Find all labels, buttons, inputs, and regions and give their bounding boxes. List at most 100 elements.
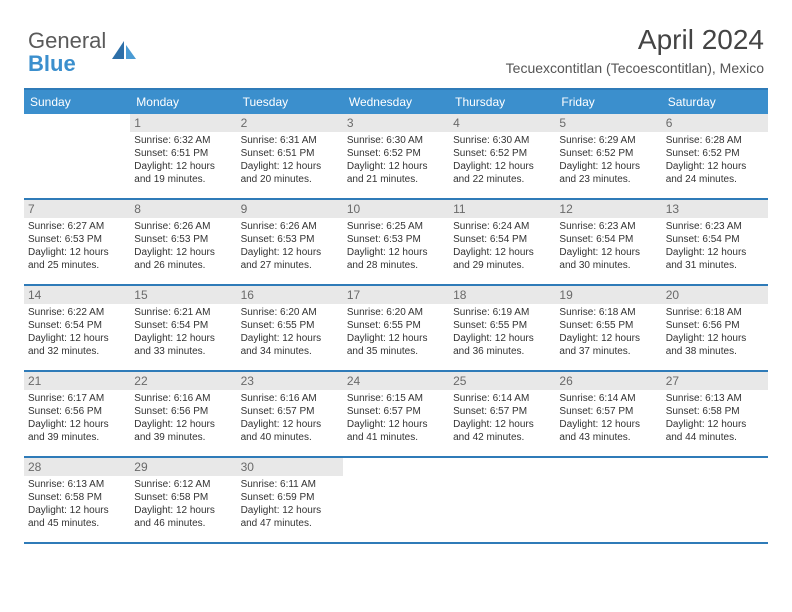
sun-info: Sunrise: 6:30 AMSunset: 6:52 PMDaylight:… xyxy=(453,134,551,186)
day-header-row: SundayMondayTuesdayWednesdayThursdayFrid… xyxy=(24,90,768,114)
day-cell: 26 Sunrise: 6:14 AMSunset: 6:57 PMDayligh… xyxy=(555,372,661,456)
sun-info: Sunrise: 6:15 AMSunset: 6:57 PMDaylight:… xyxy=(347,392,445,444)
sun-info: Sunrise: 6:26 AMSunset: 6:53 PMDaylight:… xyxy=(134,220,232,272)
day-cell: . xyxy=(555,458,661,542)
day-cell: . xyxy=(343,458,449,542)
day-number: 7 xyxy=(24,200,130,218)
day-number: 11 xyxy=(449,200,555,218)
day-cell: 9 Sunrise: 6:26 AMSunset: 6:53 PMDaylight… xyxy=(237,200,343,284)
day-cell: 7 Sunrise: 6:27 AMSunset: 6:53 PMDaylight… xyxy=(24,200,130,284)
day-cell: 19 Sunrise: 6:18 AMSunset: 6:55 PMDayligh… xyxy=(555,286,661,370)
sun-info: Sunrise: 6:23 AMSunset: 6:54 PMDaylight:… xyxy=(666,220,764,272)
day-cell: 30 Sunrise: 6:11 AMSunset: 6:59 PMDayligh… xyxy=(237,458,343,542)
week-row: .1 Sunrise: 6:32 AMSunset: 6:51 PMDayligh… xyxy=(24,114,768,200)
day-number: 22 xyxy=(130,372,236,390)
sun-info: Sunrise: 6:20 AMSunset: 6:55 PMDaylight:… xyxy=(347,306,445,358)
day-number: 3 xyxy=(343,114,449,132)
day-number: 10 xyxy=(343,200,449,218)
sun-info: Sunrise: 6:14 AMSunset: 6:57 PMDaylight:… xyxy=(453,392,551,444)
day-header: Friday xyxy=(555,90,661,114)
calendar-grid: SundayMondayTuesdayWednesdayThursdayFrid… xyxy=(24,88,768,544)
sun-info: Sunrise: 6:16 AMSunset: 6:56 PMDaylight:… xyxy=(134,392,232,444)
day-number: 14 xyxy=(24,286,130,304)
day-cell: . xyxy=(662,458,768,542)
sun-info: Sunrise: 6:11 AMSunset: 6:59 PMDaylight:… xyxy=(241,478,339,530)
sun-info: Sunrise: 6:26 AMSunset: 6:53 PMDaylight:… xyxy=(241,220,339,272)
day-cell: 20Sunrise: 6:18 AMSunset: 6:56 PMDayligh… xyxy=(662,286,768,370)
day-cell: 2 Sunrise: 6:31 AMSunset: 6:51 PMDaylight… xyxy=(237,114,343,198)
sun-info: Sunrise: 6:17 AMSunset: 6:56 PMDaylight:… xyxy=(28,392,126,444)
day-cell: 24Sunrise: 6:15 AMSunset: 6:57 PMDayligh… xyxy=(343,372,449,456)
day-number: 1 xyxy=(130,114,236,132)
sun-info: Sunrise: 6:31 AMSunset: 6:51 PMDaylight:… xyxy=(241,134,339,186)
day-number: 9 xyxy=(237,200,343,218)
day-cell: 17 Sunrise: 6:20 AMSunset: 6:55 PMDayligh… xyxy=(343,286,449,370)
day-header: Saturday xyxy=(662,90,768,114)
day-number: 17 xyxy=(343,286,449,304)
day-cell: 6Sunrise: 6:28 AMSunset: 6:52 PMDaylight… xyxy=(662,114,768,198)
day-number: 13 xyxy=(662,200,768,218)
day-number: 2 xyxy=(237,114,343,132)
weeks-container: .1Sunrise: 6:32 AMSunset: 6:51 PMDayligh… xyxy=(24,114,768,544)
day-cell: 13 Sunrise: 6:23 AMSunset: 6:54 PMDayligh… xyxy=(662,200,768,284)
day-cell: 3 Sunrise: 6:30 AMSunset: 6:52 PMDaylight… xyxy=(343,114,449,198)
sun-info: Sunrise: 6:21 AMSunset: 6:54 PMDaylight:… xyxy=(134,306,232,358)
day-header: Monday xyxy=(130,90,236,114)
day-cell: 22 Sunrise: 6:16 AMSunset: 6:56 PMDayligh… xyxy=(130,372,236,456)
sun-info: Sunrise: 6:14 AMSunset: 6:57 PMDaylight:… xyxy=(559,392,657,444)
day-cell: 27 Sunrise: 6:13 AMSunset: 6:58 PMDayligh… xyxy=(662,372,768,456)
day-cell: 21Sunrise: 6:17 AMSunset: 6:56 PMDayligh… xyxy=(24,372,130,456)
logo-text-general: General xyxy=(28,28,106,53)
sun-info: Sunrise: 6:19 AMSunset: 6:55 PMDaylight:… xyxy=(453,306,551,358)
day-cell: 25 Sunrise: 6:14 AMSunset: 6:57 PMDayligh… xyxy=(449,372,555,456)
day-cell: . xyxy=(24,114,130,198)
day-number: 16 xyxy=(237,286,343,304)
day-number: 26 xyxy=(555,372,661,390)
sun-info: Sunrise: 6:25 AMSunset: 6:53 PMDaylight:… xyxy=(347,220,445,272)
month-title: April 2024 xyxy=(506,24,764,56)
day-cell: . xyxy=(449,458,555,542)
day-number: 27 xyxy=(662,372,768,390)
day-number: 5 xyxy=(555,114,661,132)
sun-info: Sunrise: 6:20 AMSunset: 6:55 PMDaylight:… xyxy=(241,306,339,358)
page-header: General Blue April 2024 Tecuexcontitlan … xyxy=(0,0,792,82)
day-header: Tuesday xyxy=(237,90,343,114)
logo: General Blue xyxy=(28,30,140,76)
sun-info: Sunrise: 6:18 AMSunset: 6:55 PMDaylight:… xyxy=(559,306,657,358)
sun-info: Sunrise: 6:32 AMSunset: 6:51 PMDaylight:… xyxy=(134,134,232,186)
day-number: 20 xyxy=(662,286,768,304)
sun-info: Sunrise: 6:27 AMSunset: 6:53 PMDaylight:… xyxy=(28,220,126,272)
day-cell: 12 Sunrise: 6:23 AMSunset: 6:54 PMDayligh… xyxy=(555,200,661,284)
sun-info: Sunrise: 6:16 AMSunset: 6:57 PMDaylight:… xyxy=(241,392,339,444)
sun-info: Sunrise: 6:23 AMSunset: 6:54 PMDaylight:… xyxy=(559,220,657,272)
sun-info: Sunrise: 6:30 AMSunset: 6:52 PMDaylight:… xyxy=(347,134,445,186)
day-cell: 23 Sunrise: 6:16 AMSunset: 6:57 PMDayligh… xyxy=(237,372,343,456)
day-number: 28 xyxy=(24,458,130,476)
sun-info: Sunrise: 6:13 AMSunset: 6:58 PMDaylight:… xyxy=(666,392,764,444)
sun-info: Sunrise: 6:22 AMSunset: 6:54 PMDaylight:… xyxy=(28,306,126,358)
day-number: 23 xyxy=(237,372,343,390)
sun-info: Sunrise: 6:24 AMSunset: 6:54 PMDaylight:… xyxy=(453,220,551,272)
week-row: 28Sunrise: 6:13 AMSunset: 6:58 PMDayligh… xyxy=(24,458,768,544)
day-cell: 18 Sunrise: 6:19 AMSunset: 6:55 PMDayligh… xyxy=(449,286,555,370)
day-cell: 4Sunrise: 6:30 AMSunset: 6:52 PMDaylight… xyxy=(449,114,555,198)
day-number: 12 xyxy=(555,200,661,218)
day-cell: 28Sunrise: 6:13 AMSunset: 6:58 PMDayligh… xyxy=(24,458,130,542)
week-row: 21Sunrise: 6:17 AMSunset: 6:56 PMDayligh… xyxy=(24,372,768,458)
week-row: 7 Sunrise: 6:27 AMSunset: 6:53 PMDaylight… xyxy=(24,200,768,286)
day-cell: 10 Sunrise: 6:25 AMSunset: 6:53 PMDayligh… xyxy=(343,200,449,284)
day-number: 30 xyxy=(237,458,343,476)
day-number: 19 xyxy=(555,286,661,304)
day-number: 18 xyxy=(449,286,555,304)
logo-text-blue: Blue xyxy=(28,51,76,76)
day-cell: 8Sunrise: 6:26 AMSunset: 6:53 PMDaylight… xyxy=(130,200,236,284)
day-cell: 1 Sunrise: 6:32 AMSunset: 6:51 PMDaylight… xyxy=(130,114,236,198)
day-number: 25 xyxy=(449,372,555,390)
location-subtitle: Tecuexcontitlan (Tecoescontitlan), Mexic… xyxy=(506,60,764,76)
sun-info: Sunrise: 6:12 AMSunset: 6:58 PMDaylight:… xyxy=(134,478,232,530)
day-cell: 14 Sunrise: 6:22 AMSunset: 6:54 PMDayligh… xyxy=(24,286,130,370)
sun-info: Sunrise: 6:28 AMSunset: 6:52 PMDaylight:… xyxy=(666,134,764,186)
day-cell: 29 Sunrise: 6:12 AMSunset: 6:58 PMDayligh… xyxy=(130,458,236,542)
day-number: 29 xyxy=(130,458,236,476)
day-header: Wednesday xyxy=(343,90,449,114)
